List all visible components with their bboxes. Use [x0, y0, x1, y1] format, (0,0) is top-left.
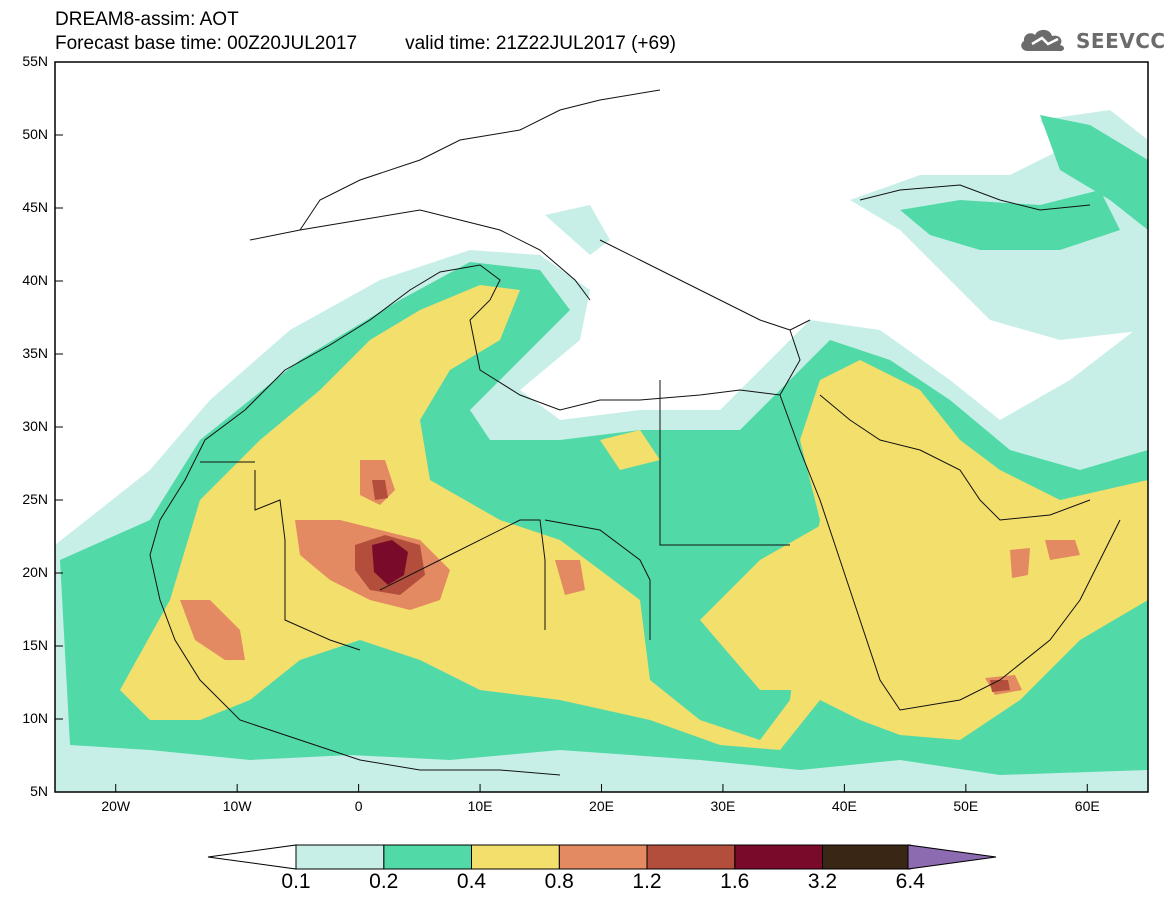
- lon-label: 10W: [222, 798, 252, 814]
- axis-ticks: [55, 61, 1088, 793]
- colorbar-under-triangle: [207, 844, 297, 870]
- colorbar-box: [734, 844, 823, 870]
- lat-label: 45N: [22, 199, 48, 215]
- lat-label: 25N: [22, 491, 48, 507]
- colorbar-label: 0.1: [281, 870, 311, 893]
- colorbar-label: 1.2: [632, 870, 662, 893]
- lon-label: 0: [354, 798, 363, 814]
- lat-label: 30N: [22, 418, 48, 434]
- colorbar-box: [383, 844, 472, 870]
- lon-label: 50E: [953, 798, 979, 814]
- seevccc-logo: SEEVCCC: [1018, 25, 1165, 55]
- colorbar-box: [471, 844, 560, 870]
- logo-text: SEEVCCC: [1076, 29, 1165, 53]
- colorbar-label: 0.2: [369, 870, 399, 893]
- colorbar-label: 3.2: [807, 870, 838, 893]
- colorbar-box: [646, 844, 736, 870]
- colorbar-label: 6.4: [895, 870, 925, 893]
- colorbar-label: 0.4: [456, 870, 487, 893]
- lat-label: 40N: [22, 272, 48, 288]
- lat-label: 10N: [22, 710, 48, 726]
- lat-label: 35N: [22, 345, 48, 361]
- colorbar-label: 0.8: [544, 870, 574, 893]
- map-header: DREAM8-assim: AOT Forecast base time: 00…: [55, 8, 676, 56]
- colorbar: [207, 844, 997, 870]
- colorbar-box: [558, 844, 648, 870]
- base-time: Forecast base time: 00Z20JUL2017: [55, 33, 358, 54]
- cloud-icon: [1021, 29, 1065, 52]
- lon-label: 10E: [467, 798, 493, 814]
- colorbar-box: [822, 844, 911, 870]
- coastlines: [149, 89, 1121, 776]
- lat-label: 15N: [22, 637, 48, 653]
- lat-label: 20N: [22, 564, 48, 580]
- lon-label: 40E: [831, 798, 857, 814]
- valid-time: valid time: 21Z22JUL2017 (+69): [405, 33, 676, 54]
- lon-label: 30E: [710, 798, 736, 814]
- colorbar-box: [295, 844, 385, 870]
- lon-label: 20E: [589, 798, 614, 814]
- lat-label: 5N: [30, 783, 48, 799]
- colorbar-label: 1.6: [720, 870, 750, 893]
- lat-label: 50N: [22, 126, 48, 142]
- model-title: DREAM8-assim: AOT: [55, 9, 239, 30]
- lat-label: 55N: [22, 53, 48, 69]
- lon-label: 60E: [1074, 798, 1100, 814]
- colorbar-over-triangle: [907, 844, 997, 870]
- aot-contour-0.4: [120, 285, 1148, 750]
- aot-contour-1.6: [372, 540, 408, 585]
- lon-label: 20W: [101, 798, 131, 814]
